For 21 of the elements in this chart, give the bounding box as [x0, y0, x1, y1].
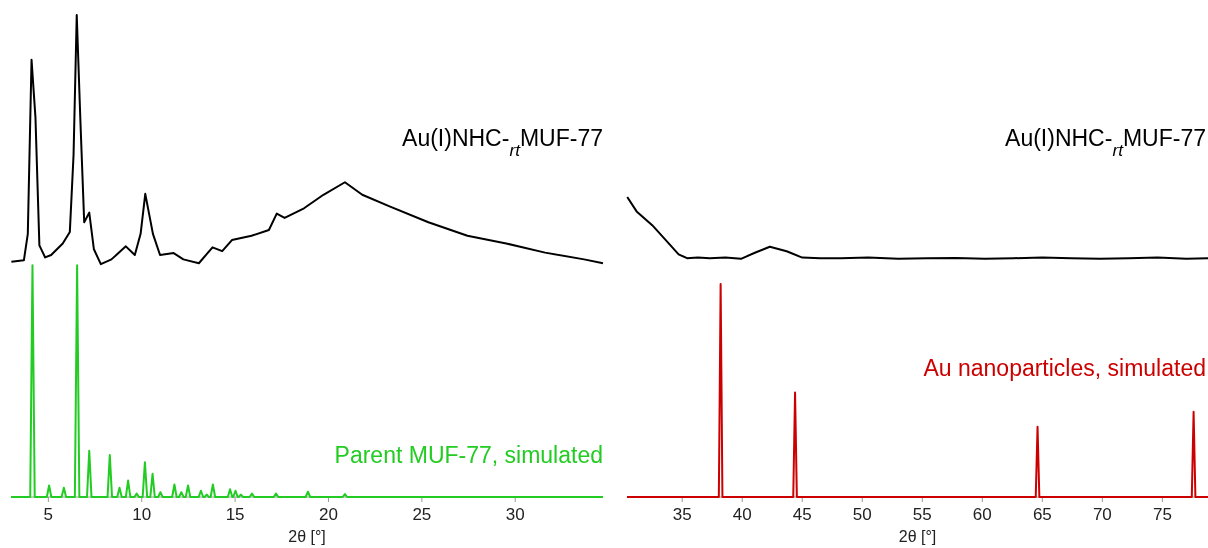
x-tick-label: 25 — [412, 505, 432, 524]
x-tick-label: 40 — [732, 505, 752, 524]
series-label: Parent MUF-77, simulated — [334, 442, 603, 468]
x-tick-label: 45 — [792, 505, 812, 524]
x-tick-label: 15 — [225, 505, 245, 524]
x-axis-title: 2θ [°] — [288, 528, 326, 545]
x-tick-label: 75 — [1152, 505, 1172, 524]
x-tick-label: 55 — [912, 505, 932, 524]
x-tick-label: 35 — [672, 505, 692, 524]
series-label: Au nanoparticles, simulated — [923, 355, 1206, 381]
x-tick-label: 20 — [319, 505, 338, 524]
x-tick-label: 60 — [972, 505, 992, 524]
x-tick-label: 65 — [1032, 505, 1052, 524]
x-tick-label: 10 — [132, 505, 152, 524]
x-tick-label: 5 — [43, 505, 54, 524]
x-tick-label: 70 — [1092, 505, 1112, 524]
x-axis-title: 2θ [°] — [898, 528, 937, 545]
x-tick-label: 50 — [852, 505, 872, 524]
text: Au(I)NHC-$_{rt}$MUF-77 — [1005, 125, 1206, 160]
x-tick-label: 30 — [505, 505, 525, 524]
text: Au(I)NHC-$_{rt}$MUF-77 — [402, 125, 603, 160]
